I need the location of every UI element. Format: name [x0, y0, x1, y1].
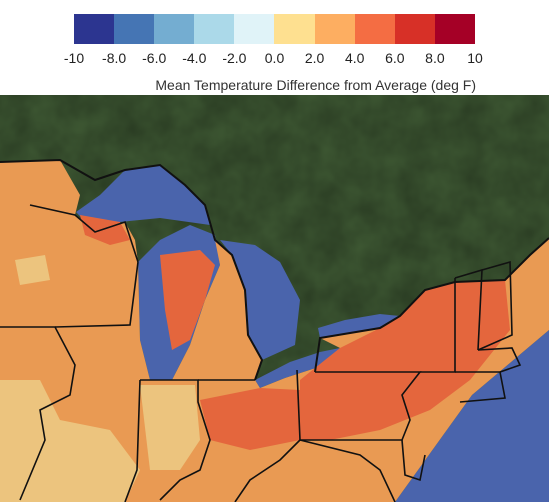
connecticut-border [455, 371, 506, 403]
legend-swatch [434, 14, 475, 44]
legend-swatch [274, 14, 315, 44]
legend-tick-label: -4.0 [182, 50, 207, 66]
upper-peninsula-hot-region [80, 215, 130, 245]
legend-tick-label: -8.0 [102, 50, 127, 66]
legend-tick-label: -10 [63, 50, 85, 66]
legend-swatch [354, 14, 395, 44]
legend-swatch [394, 14, 435, 44]
wisconsin-michigan-border [29, 204, 139, 263]
maryland-border [299, 439, 396, 502]
massachusetts-border [477, 347, 522, 373]
legend-tick-label: 6.0 [385, 50, 405, 66]
legend-tick-label: 0.0 [264, 50, 285, 66]
legend-title: Mean Temperature Difference from Average… [155, 77, 476, 93]
ohio-hot-region [200, 388, 300, 450]
atlantic-ocean [395, 330, 549, 502]
new-jersey-border [401, 439, 426, 482]
legend-tick-label: 4.0 [344, 50, 365, 66]
map-canvas [0, 95, 549, 502]
ohio-west-virginia-border [234, 439, 301, 502]
state-borders [0, 204, 522, 502]
new-hampshire-border [477, 260, 513, 351]
lake-ontario [318, 314, 400, 338]
lower-michigan-hot-region [160, 250, 215, 350]
legend-swatch [194, 14, 235, 44]
legend-tick-labels: -10 -8.0 -6.0 -4.0 -2.0 0.0 2.0 4.0 6.0 8.0 10 [64, 50, 483, 66]
legend-tick-label: 10 [467, 50, 483, 66]
wisconsin-illinois-border [54, 261, 139, 328]
color-legend: -10 -8.0 -6.0 -4.0 -2.0 0.0 2.0 4.0 6.0 8.0 10 Mea… [0, 0, 549, 95]
lake-huron [220, 240, 300, 360]
lake-erie [255, 348, 340, 388]
legend-tick-label: -6.0 [142, 50, 167, 66]
legend-swatch [314, 14, 355, 44]
legend-color-bar [74, 14, 475, 44]
legend-tick-label: -2.0 [222, 50, 247, 66]
legend-swatch [234, 14, 275, 44]
illinois-mild-region [0, 380, 140, 502]
illinois-indiana-border [124, 379, 141, 502]
northeast-hot-region [300, 280, 510, 440]
legend-tick-label: 8.0 [425, 50, 445, 66]
temperature-anomaly-map[interactable] [0, 95, 549, 502]
legend-swatch [74, 14, 115, 44]
lake-superior [76, 165, 210, 232]
indiana-mild-region [140, 385, 200, 470]
legend-tick-label: 2.0 [304, 50, 325, 66]
wisconsin-mild-patch [15, 255, 50, 285]
us-canada-border [0, 158, 549, 381]
legend-swatch [114, 14, 155, 44]
legend-swatch [154, 14, 195, 44]
